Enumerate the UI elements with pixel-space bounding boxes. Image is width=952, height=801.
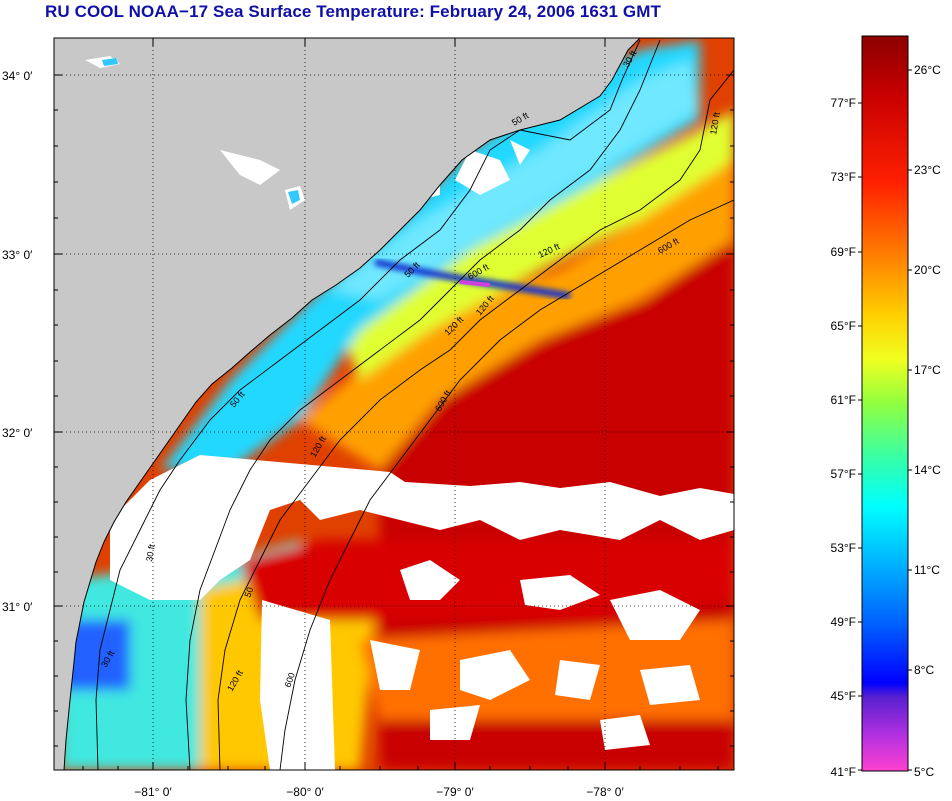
lat-label: 31° 0′	[2, 600, 33, 614]
lat-label: 33° 0′	[2, 248, 33, 262]
lon-label: −78° 0′	[586, 785, 624, 799]
fahrenheit-label: 57°F	[831, 467, 856, 481]
celsius-label: 17°C	[914, 363, 941, 377]
map-frame	[53, 37, 735, 771]
celsius-label: 20°C	[914, 263, 941, 277]
contour-label: 30 ft	[144, 543, 157, 562]
lon-label: −81° 0′	[134, 785, 172, 799]
celsius-label: 5°C	[914, 765, 934, 779]
lat-label: 34° 0′	[2, 69, 33, 83]
fahrenheit-label: 61°F	[831, 393, 856, 407]
fahrenheit-label: 53°F	[831, 541, 856, 555]
fahrenheit-label: 65°F	[831, 319, 856, 333]
colorbar-gradient	[861, 35, 909, 772]
fahrenheit-label: 45°F	[831, 689, 856, 703]
longitude-labels: −81° 0′ −80° 0′ −79° 0′ −78° 0′	[134, 785, 624, 799]
celsius-label: 23°C	[914, 163, 941, 177]
celsius-label: 14°C	[914, 463, 941, 477]
lon-label: −80° 0′	[286, 785, 324, 799]
celsius-label: 11°C	[914, 563, 940, 577]
contour-label: 600	[282, 671, 297, 689]
fahrenheit-label: 73°F	[831, 170, 856, 184]
latitude-labels: 34° 0′ 33° 0′ 32° 0′ 31° 0′	[2, 69, 33, 614]
map-title: RU COOL NOAA−17 Sea Surface Temperature:…	[45, 2, 661, 21]
lat-label: 32° 0′	[2, 426, 33, 440]
celsius-label: 26°C	[914, 63, 941, 77]
graticule	[54, 38, 734, 770]
colorbar: 77°F 73°F 69°F 65°F 61°F 57°F 53°F 49°F …	[831, 35, 941, 779]
fahrenheit-label: 69°F	[831, 245, 856, 259]
sst-map: 30 ft 50 ft 120 ft 600 ft 50 ft 120 ft 6…	[54, 38, 734, 770]
fahrenheit-label: 77°F	[831, 96, 856, 110]
contour-label: 50	[242, 586, 255, 599]
fahrenheit-label: 49°F	[831, 615, 856, 629]
lon-label: −79° 0′	[436, 785, 474, 799]
celsius-label: 8°C	[914, 663, 934, 677]
contour-label: 120 ft	[708, 111, 722, 135]
fahrenheit-label: 41°F	[831, 765, 856, 779]
